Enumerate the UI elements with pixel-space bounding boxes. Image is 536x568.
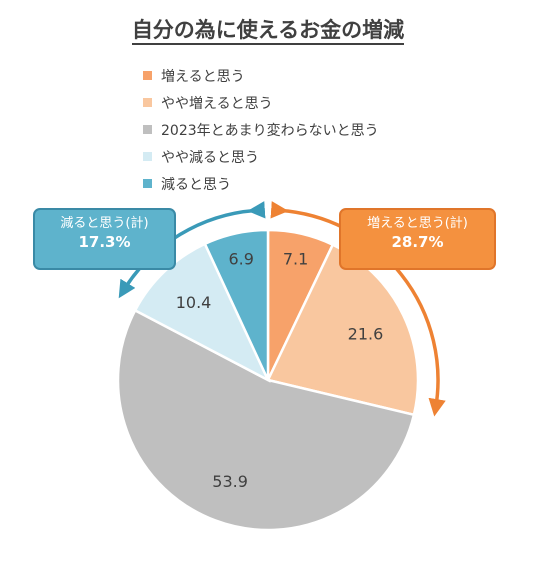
legend-label: やや増えると思う <box>161 95 273 112</box>
legend-swatch <box>143 125 152 134</box>
legend-label: 減ると思う <box>161 176 231 193</box>
decrease-total-callout: 減ると思う(計) 17.3% <box>33 208 176 270</box>
chart-title: 自分の為に使えるお金の増減 <box>0 14 536 45</box>
increase-total-value: 28.7% <box>391 233 444 251</box>
pie-slice <box>116 308 416 532</box>
increase-total-callout: 増えると思う(計) 28.7% <box>339 208 496 270</box>
slice-data-label: 10.4 <box>176 293 212 312</box>
increase-total-label: 増えると思う(計) <box>367 216 468 231</box>
slice-data-label: 6.9 <box>228 249 253 268</box>
decrease-total-value: 17.3% <box>78 233 131 251</box>
legend-label: 増えると思う <box>161 68 245 85</box>
slice-data-label: 7.1 <box>283 250 308 269</box>
decrease-total-label: 減ると思う(計) <box>60 216 149 231</box>
decrease-range-arrow <box>118 201 266 299</box>
legend-swatch <box>143 98 152 107</box>
increase-range-arrow <box>270 201 446 417</box>
slice-data-label: 21.6 <box>348 325 384 344</box>
legend-swatch <box>143 179 152 188</box>
legend-item: 増えると思う <box>143 62 379 89</box>
legend-item: やや増えると思う <box>143 89 379 116</box>
legend-label: やや減ると思う <box>161 149 259 166</box>
legend-swatch <box>143 152 152 161</box>
legend-swatch <box>143 71 152 80</box>
slice-data-label: 53.9 <box>212 472 248 491</box>
legend-item: 2023年とあまり変わらないと思う <box>143 116 379 143</box>
legend-item: 減ると思う <box>143 170 379 197</box>
legend-label: 2023年とあまり変わらないと思う <box>161 122 379 139</box>
legend-item: やや減ると思う <box>143 143 379 170</box>
legend: 増えると思うやや増えると思う 2023年とあまり変わらないと思う やや減ると思う 減る… <box>143 62 379 197</box>
